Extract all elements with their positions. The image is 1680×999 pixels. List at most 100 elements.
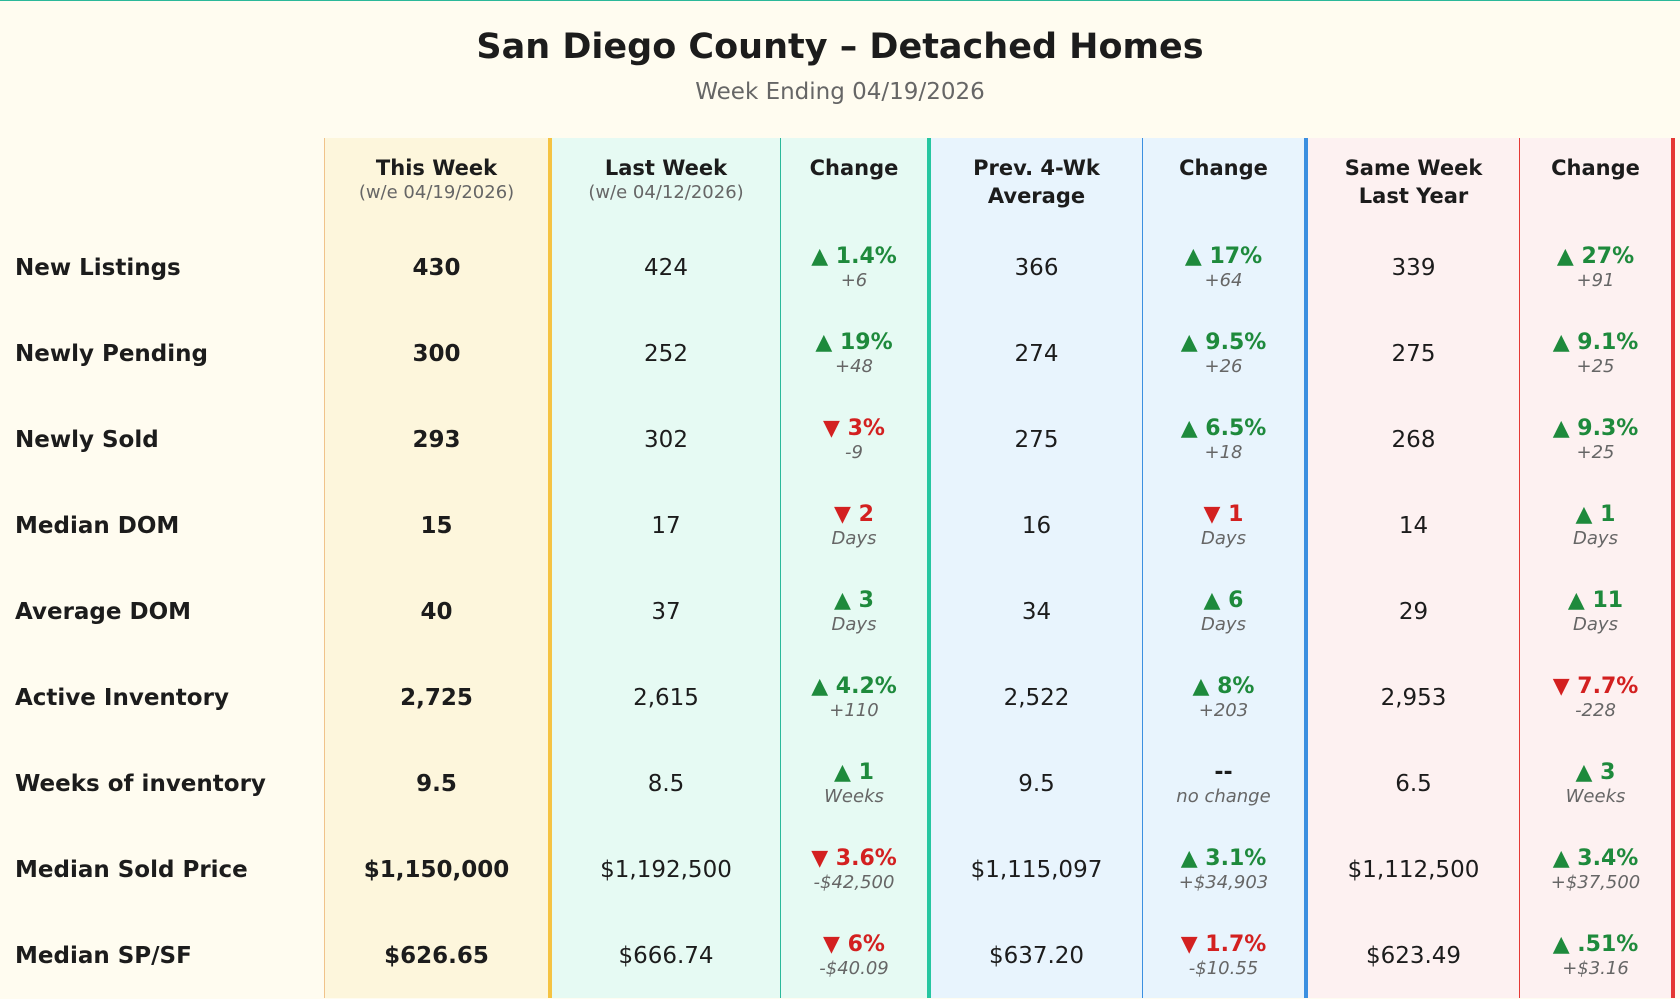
change-value: ▲ 3.4% (1552, 846, 1639, 871)
row-label: Active Inventory (15, 685, 229, 711)
row-label: Newly Sold (15, 427, 159, 453)
value-cell: $1,115,097 (970, 857, 1103, 883)
value-cell: 17 (651, 513, 681, 539)
column: Change ▲ 27% +91 ▲ 9.1% +25 ▲ 9.3% +25 ▲ 1 Days ▲… (1520, 138, 1675, 998)
change-detail: -228 (1575, 700, 1616, 721)
change-detail: +91 (1576, 270, 1615, 291)
column: Same Week Last Year 339 275 268 14 29 2,953 6.5… (1308, 138, 1520, 998)
change-detail: +18 (1204, 442, 1243, 463)
row-label: Weeks of inventory (15, 771, 266, 797)
change-cell: ▲ 3.1% +$34,903 (1143, 827, 1304, 913)
change-detail: -9 (845, 442, 863, 463)
row-label: Newly Pending (15, 341, 208, 367)
value-cell: 9.5 (1018, 771, 1055, 797)
change-cell: ▲ 3.4% +$37,500 (1520, 827, 1671, 913)
row-label: Median SP/SF (15, 943, 192, 969)
value-cell: 339 (1391, 255, 1436, 281)
row-label: New Listings (15, 255, 181, 281)
subtitle: Week Ending 04/19/2026 (695, 79, 985, 105)
change-value: ▲ 3 (834, 588, 874, 613)
change-detail: no change (1176, 786, 1271, 807)
change-detail: +$37,500 (1550, 872, 1641, 893)
change-cell: -- no change (1143, 741, 1304, 827)
change-cell: ▲ 6.5% +18 (1143, 397, 1304, 483)
change-value: ▼ 3% (823, 416, 885, 441)
change-value: ▼ 1.7% (1180, 932, 1267, 957)
value-cell: $1,150,000 (363, 857, 510, 883)
column-header: Same Week Last Year (1308, 154, 1519, 210)
value-cell: 268 (1391, 427, 1436, 453)
change-cell: ▲ 1.4% +6 (781, 225, 927, 311)
column-header: Change (1520, 154, 1671, 182)
column: This Week (w/e 04/19/2026) 430 300 293 15 40 2,… (324, 138, 552, 998)
change-cell: ▲ 1 Weeks (781, 741, 927, 827)
column-title: Change (809, 156, 899, 180)
change-cell: ▲ 4.2% +110 (781, 655, 927, 741)
value-cell: 252 (644, 341, 688, 367)
column-title: Change (1179, 156, 1268, 180)
change-value: ▲ 9.5% (1180, 330, 1267, 355)
value-cell: $623.49 (1365, 943, 1462, 969)
value-cell: 302 (644, 427, 688, 453)
value-cell: 14 (1398, 513, 1429, 539)
change-detail: -$40.09 (819, 958, 889, 979)
change-value: ▲ 17% (1184, 244, 1263, 269)
column-subtitle: (w/e 04/19/2026) (358, 182, 515, 203)
change-cell: ▲ 6 Days (1143, 569, 1304, 655)
change-value: ▲ 8% (1192, 674, 1255, 699)
column-title: Last Week (604, 156, 728, 180)
change-detail: -$42,500 (813, 872, 895, 893)
change-value: ▲ 27% (1556, 244, 1635, 269)
change-detail: +6 (840, 270, 868, 291)
change-detail: Days (1573, 528, 1618, 549)
change-cell: ▼ 7.7% -228 (1520, 655, 1671, 741)
column: Change ▲ 17% +64 ▲ 9.5% +26 ▲ 6.5% +18 ▼ 1 Days ▲… (1143, 138, 1308, 998)
value-cell: 2,615 (633, 685, 699, 711)
change-cell: ▲ 19% +48 (781, 311, 927, 397)
change-value: ▲ 1 (834, 760, 874, 785)
change-detail: +25 (1576, 442, 1615, 463)
change-cell: ▲ 17% +64 (1143, 225, 1304, 311)
value-cell: 300 (412, 341, 461, 367)
value-cell: 2,522 (1003, 685, 1070, 711)
change-detail: +203 (1198, 700, 1249, 721)
change-value: ▲ 1.4% (811, 244, 897, 269)
change-cell: ▲ 3 Weeks (1520, 741, 1671, 827)
change-cell: ▲ 11 Days (1520, 569, 1671, 655)
column-title: Same Week Last Year (1344, 156, 1483, 208)
row-label: Average DOM (15, 599, 192, 625)
value-cell: 293 (412, 427, 461, 453)
value-cell: 430 (412, 255, 461, 281)
change-value: ▲ 6 (1203, 588, 1244, 613)
change-value: ▲ 11 (1567, 588, 1624, 613)
change-detail: +64 (1204, 270, 1243, 291)
value-cell: 29 (1398, 599, 1429, 625)
change-value: ▲ 9.1% (1552, 330, 1639, 355)
row-label: Median DOM (15, 513, 180, 539)
change-value: ▼ 2 (834, 502, 874, 527)
change-detail: +$3.16 (1562, 958, 1629, 979)
column: Prev. 4-Wk Average 366 274 275 16 34 2,522 9.5 $… (931, 138, 1143, 998)
change-value: ▲ 3.1% (1180, 846, 1267, 871)
change-detail: Weeks (1565, 786, 1626, 807)
change-cell: ▼ 2 Days (781, 483, 927, 569)
change-detail: Days (831, 528, 877, 549)
change-cell: ▲ 9.5% +26 (1143, 311, 1304, 397)
value-cell: 9.5 (416, 771, 457, 797)
change-detail: Days (1573, 614, 1618, 635)
change-detail: Days (831, 614, 877, 635)
value-cell: $666.74 (618, 943, 714, 969)
column-subtitle: (w/e 04/12/2026) (588, 182, 744, 203)
value-cell: 2,725 (400, 685, 473, 711)
value-cell: 2,953 (1380, 685, 1447, 711)
column-title: Prev. 4-Wk Average (973, 156, 1100, 208)
value-cell: $626.65 (384, 943, 489, 969)
column-header: Last Week (w/e 04/12/2026) (552, 154, 780, 204)
column-header: Prev. 4-Wk Average (931, 154, 1142, 210)
value-cell: 366 (1014, 255, 1059, 281)
change-cell: ▼ 6% -$40.09 (781, 913, 927, 999)
column: Change ▲ 1.4% +6 ▲ 19% +48 ▼ 3% -9 ▼ 2 Days ▲ 3 Da… (781, 138, 931, 998)
value-cell: 275 (1014, 427, 1059, 453)
change-detail: +25 (1576, 356, 1615, 377)
value-cell: 40 (420, 599, 453, 625)
